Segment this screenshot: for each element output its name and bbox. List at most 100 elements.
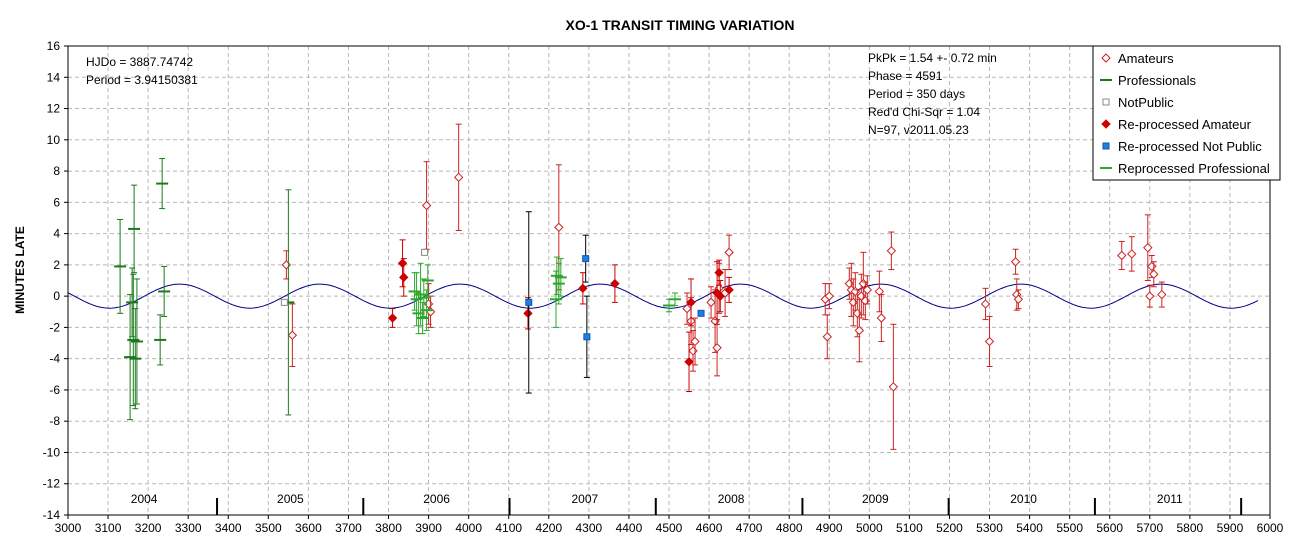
series-professionals	[114, 158, 295, 421]
legend-marker	[1101, 119, 1111, 129]
info-right-line: Red'd Chi-Sqr = 1.04	[868, 105, 980, 119]
data-point	[690, 336, 700, 347]
y-tick-label: -8	[49, 414, 60, 428]
data-point	[1143, 242, 1153, 253]
x-tick-label: 5200	[936, 521, 963, 535]
data-point	[980, 299, 991, 309]
series-notpublic	[280, 248, 429, 306]
legend-label: Reprocessed Professional	[1118, 161, 1270, 176]
x-tick-label: 4500	[656, 521, 683, 535]
x-tick-label: 6000	[1257, 521, 1284, 535]
sine-fit	[67, 283, 1259, 309]
year-label: 2007	[572, 492, 599, 506]
x-tick-label: 5900	[1217, 521, 1244, 535]
year-markers: 2004 2005 2006 2007 2008 2009 2010 2011	[131, 492, 1243, 515]
x-tick-label: 4600	[696, 521, 723, 535]
data-point	[1149, 269, 1159, 279]
x-tick-label: 3200	[135, 521, 162, 535]
info-left-line: HJDo = 3887.74742	[86, 55, 193, 69]
x-tick-label: 5700	[1136, 521, 1163, 535]
data-point	[1013, 294, 1024, 304]
data-point	[724, 285, 734, 295]
year-label: 2005	[277, 492, 304, 506]
y-tick-label: 8	[53, 164, 60, 178]
x-tick-label: 3100	[95, 521, 122, 535]
x-tick-label: 3800	[375, 521, 402, 535]
x-tick-label: 4000	[455, 521, 482, 535]
x-tick-label: 4700	[736, 521, 763, 535]
data-series	[114, 123, 1167, 450]
info-left-line: Period = 3.94150381	[86, 73, 198, 87]
legend: Amateurs Professionals NotPublic Re-process…	[1092, 45, 1281, 181]
year-label: 2009	[862, 492, 889, 506]
year-label: 2010	[1010, 492, 1037, 506]
info-left: HJDo = 3887.74742 Period = 3.94150381	[86, 55, 198, 87]
data-point	[714, 267, 724, 278]
series-re-processed-amateur	[387, 239, 734, 392]
x-tick-label: 4200	[535, 521, 562, 535]
data-point	[610, 278, 620, 289]
data-point	[525, 298, 533, 306]
data-point	[715, 291, 725, 301]
year-label: 2006	[423, 492, 450, 506]
data-point	[280, 298, 288, 306]
x-tick-label: 4300	[576, 521, 603, 535]
data-point	[888, 382, 899, 392]
data-point	[862, 285, 873, 295]
y-tick-label: 0	[53, 289, 60, 303]
info-right-line: Period = 350 days	[868, 87, 965, 101]
y-tick-label: 16	[47, 39, 61, 53]
year-label: 2008	[718, 492, 745, 506]
y-tick-label: -14	[43, 508, 61, 522]
legend-label: Amateurs	[1118, 51, 1174, 66]
data-point	[984, 336, 995, 347]
x-tick-label: 4900	[816, 521, 843, 535]
year-label: 2011	[1157, 492, 1183, 506]
data-point	[706, 297, 716, 308]
y-tick-label: -4	[49, 352, 60, 366]
data-point	[421, 200, 432, 211]
y-tick-label: 14	[47, 70, 61, 84]
series-reprocessed-professional	[408, 256, 682, 335]
data-point	[824, 291, 834, 301]
series-re-processed-not-public	[525, 211, 705, 394]
data-point	[1117, 250, 1127, 261]
legend-label: Re-processed Not Public	[1118, 139, 1262, 154]
data-point	[724, 247, 734, 258]
data-point	[583, 333, 591, 341]
x-tick-label: 3400	[215, 521, 242, 535]
info-right-line: N=97, v2011.05.23	[868, 123, 969, 137]
x-tick-label: 5400	[1016, 521, 1043, 535]
x-tick-label: 3300	[175, 521, 202, 535]
year-label: 2004	[131, 492, 158, 506]
x-tick-label: 4400	[616, 521, 643, 535]
data-point	[421, 248, 429, 256]
legend-label: Professionals	[1118, 73, 1197, 88]
x-tick-label: 5500	[1056, 521, 1083, 535]
x-tick-label: 3700	[335, 521, 362, 535]
data-point	[874, 286, 885, 297]
data-point	[697, 309, 705, 317]
x-tick-label: 4100	[495, 521, 522, 535]
x-tick-label: 3900	[415, 521, 442, 535]
data-point	[399, 272, 409, 283]
grid	[68, 46, 1270, 515]
x-tick-label: 5300	[976, 521, 1003, 535]
data-point	[1157, 289, 1167, 300]
data-point	[523, 308, 533, 319]
x-tick-label: 3500	[255, 521, 282, 535]
legend-label: NotPublic	[1118, 95, 1174, 110]
legend-marker	[1101, 53, 1111, 63]
sine-curve	[67, 283, 1259, 309]
data-point	[397, 258, 408, 269]
info-right: PkPk = 1.54 +- 0.72 min Phase = 4591 Perio…	[868, 51, 997, 137]
y-tick-label: 2	[53, 258, 60, 272]
data-point	[1127, 249, 1137, 259]
data-point	[387, 313, 398, 323]
data-point	[582, 255, 590, 263]
y-tick-label: 10	[47, 133, 61, 147]
data-point	[578, 283, 588, 294]
y-axis-label: MINUTES LATE	[13, 226, 27, 314]
